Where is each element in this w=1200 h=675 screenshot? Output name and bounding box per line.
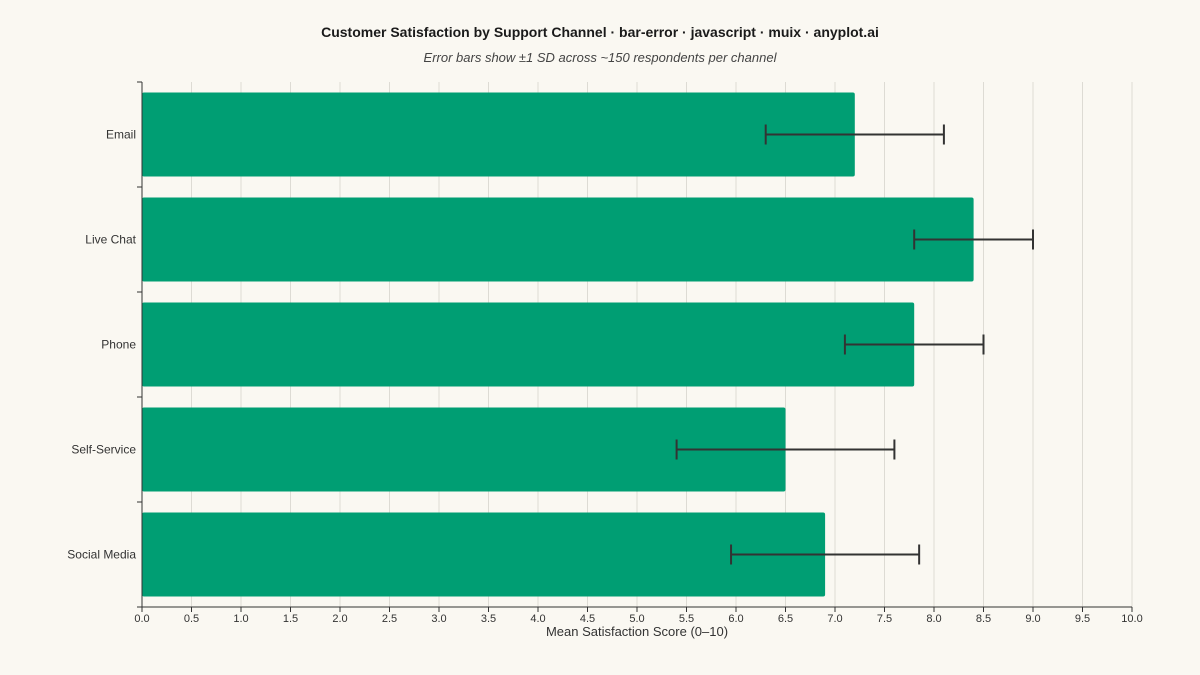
error-bar-phone	[843, 334, 985, 355]
y-category-label: Phone	[101, 338, 136, 352]
x-tick-label: 10.0	[1121, 613, 1142, 625]
x-tick-label: 6.0	[728, 613, 743, 625]
x-tick-label: 1.5	[283, 613, 298, 625]
x-tick-label: 9.5	[1075, 613, 1090, 625]
x-tick-label: 9.0	[1025, 613, 1040, 625]
x-tick-label: 0.0	[134, 613, 149, 625]
x-tick-label: 5.0	[629, 613, 644, 625]
bars	[142, 92, 974, 597]
bar-social-media	[142, 512, 826, 597]
x-tick-label: 2.0	[332, 613, 347, 625]
y-category-label: Social Media	[67, 548, 136, 562]
bar-live-chat	[142, 197, 974, 282]
x-tick-label: 6.5	[778, 613, 793, 625]
y-category-label: Live Chat	[85, 233, 136, 247]
x-tick-label: 2.5	[382, 613, 397, 625]
error-bar-social-media	[730, 544, 921, 565]
error-bar-self-service	[675, 439, 896, 460]
x-tick-label: 4.5	[580, 613, 595, 625]
x-tick-label: 3.0	[431, 613, 446, 625]
chart-subtitle: Error bars show ±1 SD across ~150 respon…	[423, 50, 777, 65]
error-bar-email	[764, 124, 945, 145]
x-tick-label: 7.5	[877, 613, 892, 625]
bar-email	[142, 92, 855, 177]
bar-phone	[142, 302, 915, 387]
axes: 0.0 0.5 1.0 1.5 2.0 2.5 3.0 3.5 4.0 4.5 5.0 5.5 6.0 6…	[67, 81, 1143, 625]
x-tick-label: 1.0	[233, 613, 248, 625]
bar-self-service	[142, 407, 786, 492]
chart-title: Customer Satisfaction by Support Channel…	[321, 24, 879, 40]
x-tick-label: 7.0	[827, 613, 842, 625]
y-category-label: Self-Service	[71, 443, 136, 457]
error-bar-live-chat	[913, 229, 1034, 250]
x-tick-label: 8.0	[926, 613, 941, 625]
x-tick-label: 8.5	[976, 613, 991, 625]
x-tick-label: 3.5	[481, 613, 496, 625]
x-axis-title: Mean Satisfaction Score (0–10)	[546, 624, 728, 639]
error-bars	[675, 124, 1034, 565]
x-tick-label: 5.5	[679, 613, 694, 625]
x-tick-label: 4.0	[530, 613, 545, 625]
y-category-label: Email	[106, 128, 136, 142]
x-tick-label: 0.5	[184, 613, 199, 625]
